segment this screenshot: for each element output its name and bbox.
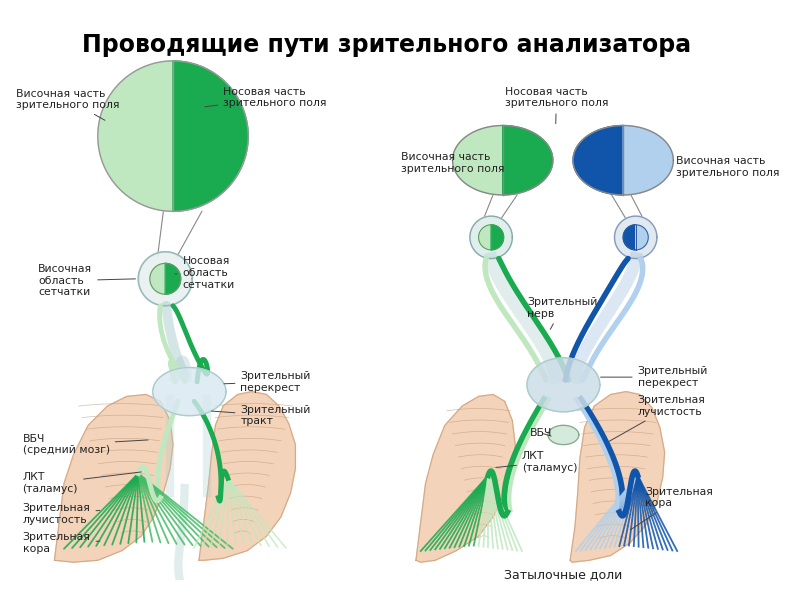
Polygon shape [199,392,295,560]
Polygon shape [153,367,226,416]
Polygon shape [570,392,665,562]
Text: Зрительный
перекрест: Зрительный перекрест [224,371,311,393]
Text: Височная часть
зрительного поля: Височная часть зрительного поля [402,152,505,174]
Polygon shape [636,225,648,250]
Text: Носовая
область
сетчатки: Носовая область сетчатки [175,256,235,290]
Text: Носовая часть
зрительного поля: Носовая часть зрительного поля [205,87,326,109]
Polygon shape [138,252,192,306]
Text: ЛКТ
(таламус): ЛКТ (таламус) [22,472,142,494]
Polygon shape [453,125,502,195]
Polygon shape [623,125,674,195]
Text: Зрительный
перекрест: Зрительный перекрест [601,367,708,388]
Polygon shape [491,225,504,250]
Text: Зрительный
нерв: Зрительный нерв [526,297,597,329]
Text: Зрительная
кора: Зрительная кора [22,532,100,554]
Polygon shape [573,125,623,195]
Text: Височная
область
сетчатки: Височная область сетчатки [38,264,135,298]
Polygon shape [548,425,579,445]
Polygon shape [623,225,636,250]
Polygon shape [614,216,657,259]
Polygon shape [470,216,512,259]
Text: Височная часть
зрительного поля: Височная часть зрительного поля [674,156,780,178]
Text: Затылочные доли: Затылочные доли [504,568,622,581]
Polygon shape [416,394,515,562]
Text: Зрительная
лучистость: Зрительная лучистость [22,503,100,525]
Text: Зрительная
лучистость: Зрительная лучистость [610,395,706,442]
Text: Височная часть
зрительного поля: Височная часть зрительного поля [16,89,119,121]
Polygon shape [173,61,248,211]
Text: Носовая часть
зрительного поля: Носовая часть зрительного поля [505,87,608,124]
Text: ВБЧ: ВБЧ [530,428,552,438]
Text: Зрительная
кора: Зрительная кора [630,487,714,530]
Polygon shape [166,263,181,294]
Polygon shape [150,263,166,294]
Polygon shape [98,61,173,211]
Text: ВБЧ
(средний мозг): ВБЧ (средний мозг) [22,434,148,455]
Text: Зрительный
тракт: Зрительный тракт [211,405,311,427]
Polygon shape [54,394,173,562]
Polygon shape [527,358,600,412]
Polygon shape [502,125,553,195]
Text: ЛКТ
(таламус): ЛКТ (таламус) [496,451,578,473]
Text: Проводящие пути зрительного анализатора: Проводящие пути зрительного анализатора [82,32,691,56]
Polygon shape [478,225,491,250]
